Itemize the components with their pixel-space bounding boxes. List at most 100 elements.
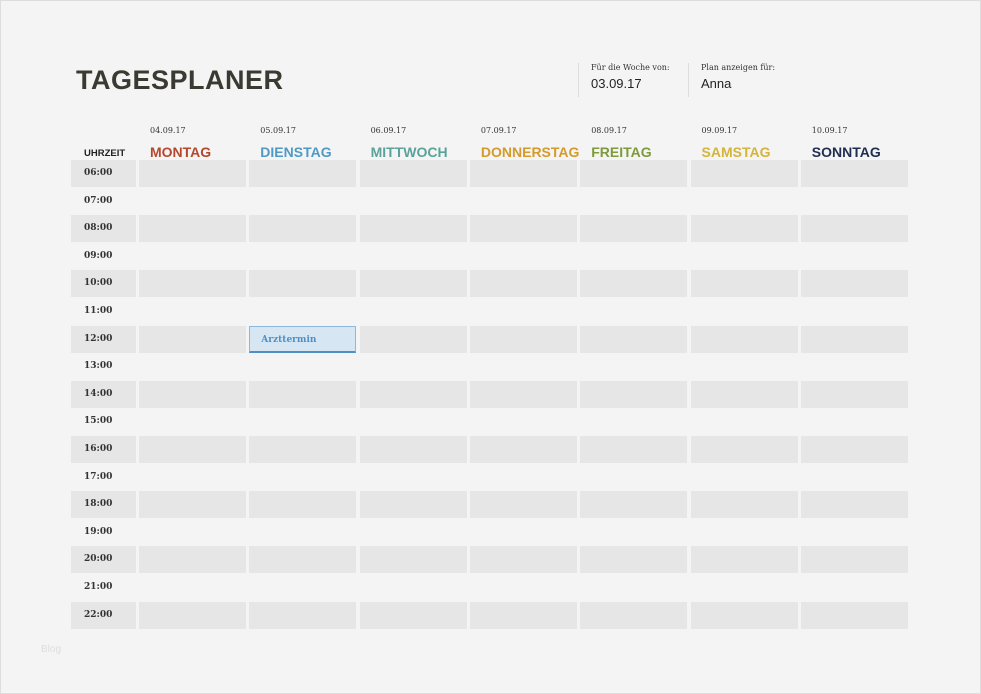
time-slot[interactable]: [360, 519, 467, 546]
time-slot[interactable]: [469, 436, 577, 463]
time-slot[interactable]: [800, 160, 908, 187]
time-slot[interactable]: [800, 436, 908, 463]
time-slot[interactable]: [691, 353, 798, 380]
time-slot[interactable]: [690, 491, 798, 519]
time-slot[interactable]: [580, 464, 687, 491]
time-slot[interactable]: [691, 298, 798, 325]
time-slot[interactable]: [139, 325, 246, 353]
time-slot[interactable]: [249, 491, 357, 519]
time-slot[interactable]: [249, 215, 357, 243]
time-slot[interactable]: [359, 546, 467, 574]
time-slot[interactable]: [580, 574, 687, 601]
time-slot[interactable]: [360, 188, 467, 215]
time-slot[interactable]: [469, 546, 577, 574]
time-slot[interactable]: [360, 464, 467, 491]
time-slot[interactable]: [249, 160, 357, 187]
time-slot[interactable]: [469, 215, 577, 243]
time-slot[interactable]: [359, 270, 467, 298]
time-slot[interactable]: [800, 325, 908, 353]
time-slot[interactable]: [469, 270, 577, 298]
time-slot[interactable]: [359, 601, 467, 629]
time-slot[interactable]: [139, 380, 246, 408]
time-slot[interactable]: [580, 491, 688, 519]
time-slot[interactable]: [580, 408, 687, 435]
time-slot[interactable]: [139, 160, 246, 187]
time-slot[interactable]: [690, 436, 798, 463]
time-slot[interactable]: [249, 519, 356, 546]
time-slot[interactable]: [580, 546, 688, 574]
time-slot[interactable]: [801, 298, 908, 325]
time-slot[interactable]: [139, 353, 246, 380]
time-slot[interactable]: [801, 464, 908, 491]
time-slot[interactable]: [360, 353, 467, 380]
time-slot[interactable]: [580, 215, 688, 243]
time-slot[interactable]: [249, 188, 356, 215]
time-slot[interactable]: [139, 436, 246, 463]
time-slot[interactable]: [249, 353, 356, 380]
time-slot[interactable]: [580, 436, 688, 463]
time-slot[interactable]: [139, 464, 246, 491]
time-slot[interactable]: [139, 243, 246, 270]
time-slot[interactable]: [249, 574, 356, 601]
time-slot[interactable]: [801, 243, 908, 270]
time-slot[interactable]: [359, 436, 467, 463]
time-slot[interactable]: [139, 298, 246, 325]
time-slot[interactable]: [801, 408, 908, 435]
time-slot[interactable]: [359, 380, 467, 408]
time-slot[interactable]: [359, 215, 467, 243]
time-slot[interactable]: [470, 188, 577, 215]
time-slot[interactable]: [800, 491, 908, 519]
time-slot[interactable]: [691, 408, 798, 435]
time-slot[interactable]: [470, 464, 577, 491]
time-slot[interactable]: [139, 519, 246, 546]
time-slot[interactable]: [470, 353, 577, 380]
time-slot[interactable]: [470, 519, 577, 546]
time-slot[interactable]: [800, 380, 908, 408]
time-slot[interactable]: [691, 574, 798, 601]
plan-value[interactable]: Anna: [701, 76, 732, 91]
time-slot[interactable]: [469, 601, 577, 629]
time-slot[interactable]: [249, 380, 357, 408]
time-slot[interactable]: [359, 160, 467, 187]
time-slot[interactable]: [800, 270, 908, 298]
time-slot[interactable]: [801, 188, 908, 215]
time-slot[interactable]: [580, 270, 688, 298]
time-slot[interactable]: [580, 243, 687, 270]
time-slot[interactable]: [690, 546, 798, 574]
time-slot[interactable]: [690, 270, 798, 298]
time-slot[interactable]: [800, 601, 908, 629]
time-slot[interactable]: [139, 215, 246, 243]
time-slot[interactable]: [690, 325, 798, 353]
time-slot[interactable]: [249, 298, 356, 325]
time-slot[interactable]: [249, 436, 357, 463]
time-slot[interactable]: [360, 574, 467, 601]
time-slot[interactable]: [469, 325, 577, 353]
time-slot[interactable]: [360, 243, 467, 270]
time-slot[interactable]: [360, 408, 467, 435]
time-slot[interactable]: [249, 601, 357, 629]
time-slot[interactable]: [580, 353, 687, 380]
time-slot[interactable]: [470, 408, 577, 435]
time-slot[interactable]: [801, 519, 908, 546]
time-slot[interactable]: [249, 464, 356, 491]
time-slot[interactable]: [800, 215, 908, 243]
time-slot[interactable]: [801, 574, 908, 601]
time-slot[interactable]: [580, 188, 687, 215]
time-slot[interactable]: [139, 188, 246, 215]
time-slot[interactable]: [470, 243, 577, 270]
time-slot[interactable]: [470, 298, 577, 325]
plan-selector[interactable]: Plan anzeigen für: Anna: [688, 63, 775, 97]
time-slot[interactable]: [691, 243, 798, 270]
time-slot[interactable]: [249, 546, 357, 574]
week-selector[interactable]: Für die Woche von: 03.09.17: [578, 63, 670, 97]
time-slot[interactable]: [691, 519, 798, 546]
time-slot[interactable]: [249, 408, 356, 435]
time-slot[interactable]: [470, 574, 577, 601]
time-slot[interactable]: [691, 464, 798, 491]
time-slot[interactable]: [469, 160, 577, 187]
time-slot[interactable]: [580, 325, 688, 353]
time-slot[interactable]: [139, 491, 246, 519]
time-slot[interactable]: [690, 160, 798, 187]
time-slot[interactable]: [139, 270, 246, 298]
time-slot[interactable]: [801, 353, 908, 380]
